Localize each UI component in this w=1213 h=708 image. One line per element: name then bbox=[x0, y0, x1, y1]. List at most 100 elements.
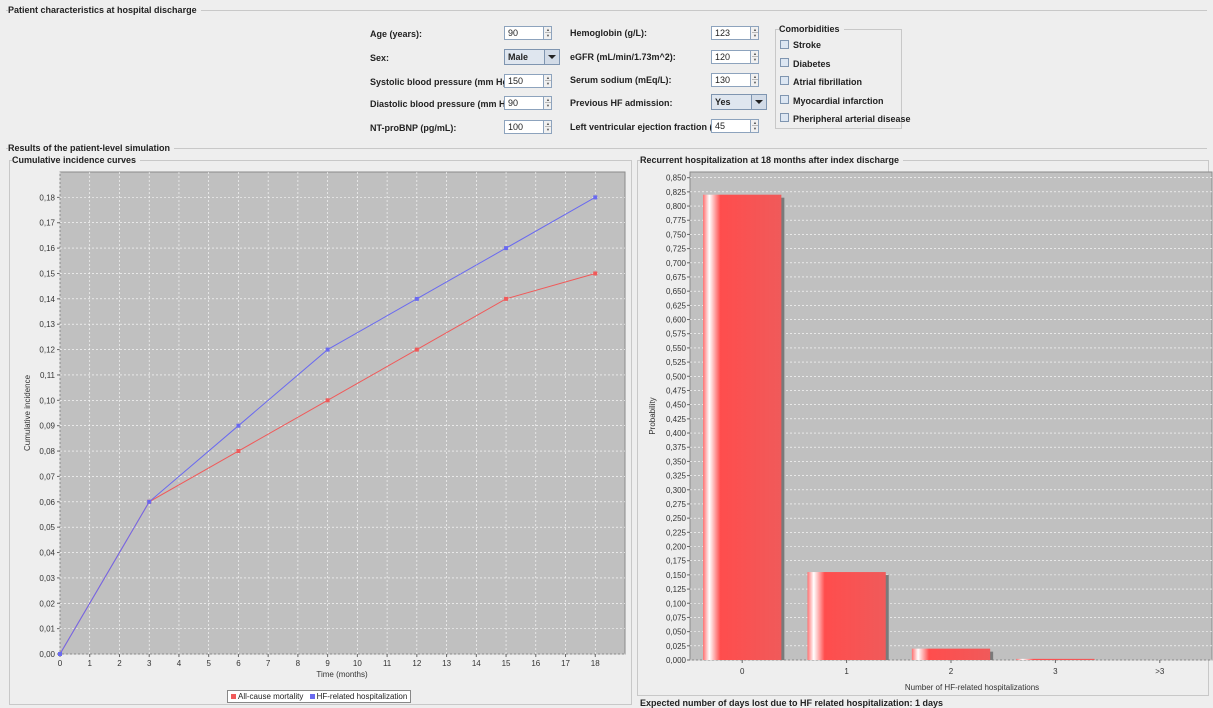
x-tick-label: 14 bbox=[472, 659, 481, 668]
y-axis-label: Cumulative incidence bbox=[23, 374, 32, 451]
y-tick-label: 0,450 bbox=[666, 401, 687, 410]
y-tick-label: 0,16 bbox=[39, 244, 55, 253]
spin-up-icon[interactable]: ▲ bbox=[545, 97, 551, 103]
nt-probnp-spinner[interactable]: 100 ▲ ▼ bbox=[504, 120, 552, 134]
hemoglobin-value: 123 bbox=[715, 28, 731, 38]
spin-down-icon[interactable]: ▼ bbox=[753, 57, 757, 62]
lvef-spinner[interactable]: 45 ▲ ▼ bbox=[711, 119, 759, 133]
y-tick-label: 0,12 bbox=[39, 346, 55, 355]
line-chart-legend: All-cause mortality HF-related hospitali… bbox=[227, 690, 412, 703]
y-tick-label: 0,675 bbox=[666, 273, 687, 282]
x-tick-label: >3 bbox=[1155, 667, 1165, 676]
spin-up-icon[interactable]: ▲ bbox=[752, 120, 758, 126]
spinner-buttons[interactable]: ▲ ▼ bbox=[750, 26, 759, 40]
y-tick-label: 0,13 bbox=[39, 320, 55, 329]
diabetes-checkbox[interactable] bbox=[780, 58, 789, 67]
x-tick-label: 18 bbox=[591, 659, 600, 668]
legend-series-1: All-cause mortality bbox=[238, 692, 304, 701]
hemoglobin-label: Hemoglobin (g/L): bbox=[570, 28, 647, 38]
legend-blue-marker bbox=[309, 694, 315, 699]
age-spinner[interactable]: 90 ▲ ▼ bbox=[504, 26, 552, 40]
peripheral-arterial-disease-label[interactable]: Pheripheral arterial disease bbox=[793, 114, 911, 124]
legend-red-marker bbox=[231, 694, 236, 699]
y-tick-label: 0,02 bbox=[39, 599, 55, 608]
x-tick-label: 3 bbox=[147, 659, 152, 668]
y-tick-label: 0,525 bbox=[666, 358, 687, 367]
spin-up-icon[interactable]: ▲ bbox=[752, 51, 758, 57]
chevron-down-icon[interactable] bbox=[751, 95, 766, 109]
serum-sodium-spinner[interactable]: 130 ▲ ▼ bbox=[711, 73, 759, 87]
x-tick-label: 2 bbox=[117, 659, 122, 668]
recurrent-hospitalization-title: Recurrent hospitalization at 18 months a… bbox=[640, 155, 904, 165]
y-tick-label: 0,500 bbox=[666, 372, 687, 381]
comorbidities-group: Comorbidities bbox=[775, 24, 902, 129]
diastolic-bp-spinner[interactable]: 90 ▲ ▼ bbox=[504, 96, 552, 110]
spin-down-icon[interactable]: ▼ bbox=[546, 81, 550, 86]
stroke-checkbox[interactable] bbox=[780, 40, 789, 49]
x-tick-label: 2 bbox=[949, 667, 954, 676]
x-tick-label: 1 bbox=[844, 667, 849, 676]
spin-up-icon[interactable]: ▲ bbox=[545, 121, 551, 127]
peripheral-arterial-disease-checkbox[interactable] bbox=[780, 113, 789, 122]
y-tick-label: 0,04 bbox=[39, 549, 55, 558]
previous-hf-select[interactable]: Yes bbox=[711, 94, 767, 110]
spin-down-icon[interactable]: ▼ bbox=[546, 127, 550, 132]
sex-label: Sex: bbox=[370, 53, 390, 63]
y-tick-label: 0,400 bbox=[666, 429, 687, 438]
y-tick-label: 0,100 bbox=[666, 599, 687, 608]
serum-sodium-label: Serum sodium (mEq/L): bbox=[570, 75, 672, 85]
y-axis-label: Probability bbox=[648, 397, 657, 434]
spinner-buttons[interactable]: ▲ ▼ bbox=[543, 96, 552, 110]
chevron-down-icon[interactable] bbox=[544, 50, 559, 64]
spinner-buttons[interactable]: ▲ ▼ bbox=[543, 74, 552, 88]
cumulative-incidence-title: Cumulative incidence curves bbox=[12, 155, 141, 165]
x-tick-label: 11 bbox=[383, 659, 392, 668]
x-tick-label: 13 bbox=[442, 659, 451, 668]
spinner-buttons[interactable]: ▲ ▼ bbox=[750, 119, 759, 133]
sex-select[interactable]: Male bbox=[504, 49, 560, 65]
spin-down-icon[interactable]: ▼ bbox=[753, 80, 757, 85]
spin-up-icon[interactable]: ▲ bbox=[545, 75, 551, 81]
spinner-buttons[interactable]: ▲ ▼ bbox=[543, 26, 552, 40]
bar bbox=[703, 194, 782, 660]
y-tick-label: 0,11 bbox=[40, 371, 56, 380]
x-tick-label: 5 bbox=[206, 659, 211, 668]
spin-up-icon[interactable]: ▲ bbox=[545, 27, 551, 33]
spin-down-icon[interactable]: ▼ bbox=[546, 33, 550, 38]
spinner-buttons[interactable]: ▲ ▼ bbox=[543, 120, 552, 134]
y-tick-label: 0,350 bbox=[666, 457, 687, 466]
spinner-buttons[interactable]: ▲ ▼ bbox=[750, 50, 759, 64]
spin-up-icon[interactable]: ▲ bbox=[752, 74, 758, 80]
y-tick-label: 0,175 bbox=[666, 557, 687, 566]
cumulative-incidence-panel: Cumulative incidence curves bbox=[9, 155, 632, 705]
myocardial-infarction-label[interactable]: Myocardial infarction bbox=[793, 96, 884, 106]
spin-down-icon[interactable]: ▼ bbox=[546, 103, 550, 108]
spinner-buttons[interactable]: ▲ ▼ bbox=[750, 73, 759, 87]
y-tick-label: 0,07 bbox=[39, 472, 55, 481]
atrial-fibrillation-label[interactable]: Atrial fibrillation bbox=[793, 77, 863, 87]
stroke-label[interactable]: Stroke bbox=[793, 40, 822, 50]
myocardial-infarction-checkbox[interactable] bbox=[780, 95, 789, 104]
lvef-label: Left ventricular ejection fraction (%): bbox=[570, 122, 727, 132]
y-tick-label: 0,01 bbox=[39, 625, 55, 634]
x-axis-label: Time (months) bbox=[316, 670, 368, 679]
expected-days-lost-text: Expected number of days lost due to HF r… bbox=[640, 698, 944, 708]
diastolic-bp-label: Diastolic blood pressure (mm Hg): bbox=[370, 99, 518, 109]
y-tick-label: 0,425 bbox=[666, 415, 687, 424]
age-label: Age (years): bbox=[370, 29, 423, 39]
y-tick-label: 0,09 bbox=[39, 422, 55, 431]
y-tick-label: 0,150 bbox=[666, 571, 687, 580]
spin-up-icon[interactable]: ▲ bbox=[752, 27, 758, 33]
y-tick-label: 0,10 bbox=[39, 396, 55, 405]
spin-down-icon[interactable]: ▼ bbox=[753, 33, 757, 38]
hemoglobin-spinner[interactable]: 123 ▲ ▼ bbox=[711, 26, 759, 40]
egfr-spinner[interactable]: 120 ▲ ▼ bbox=[711, 50, 759, 64]
systolic-bp-spinner[interactable]: 150 ▲ ▼ bbox=[504, 74, 552, 88]
bar bbox=[807, 572, 886, 660]
y-tick-label: 0,225 bbox=[666, 528, 687, 537]
atrial-fibrillation-checkbox[interactable] bbox=[780, 76, 789, 85]
x-tick-label: 6 bbox=[236, 659, 241, 668]
diabetes-label[interactable]: Diabetes bbox=[793, 59, 831, 69]
spin-down-icon[interactable]: ▼ bbox=[753, 126, 757, 131]
bar bbox=[1016, 658, 1095, 660]
